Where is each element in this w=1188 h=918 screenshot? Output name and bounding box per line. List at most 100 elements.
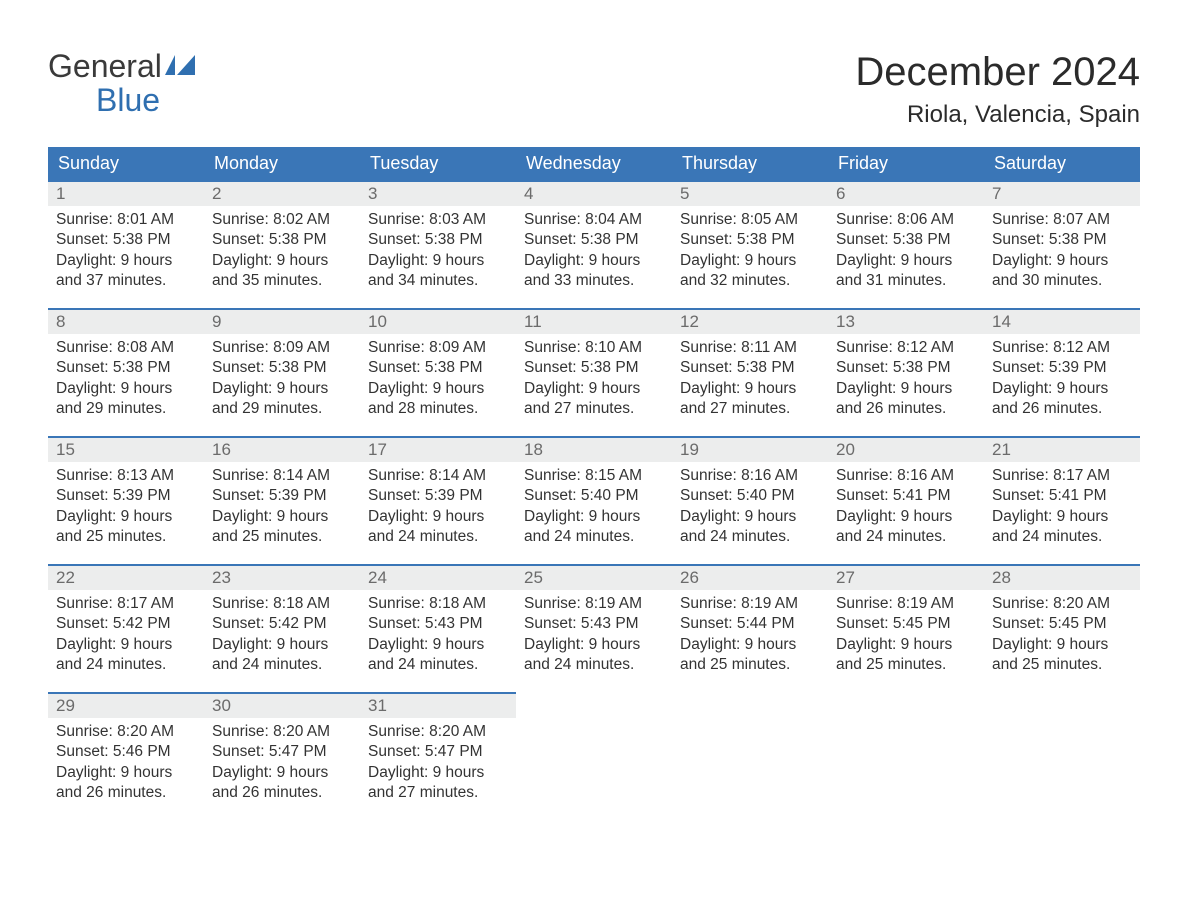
- sunset-line: Sunset: 5:44 PM: [680, 614, 820, 634]
- sunrise-line: Sunrise: 8:03 AM: [368, 210, 508, 230]
- sunset-line: Sunset: 5:38 PM: [56, 358, 196, 378]
- day-body: Sunrise: 8:10 AMSunset: 5:38 PMDaylight:…: [516, 334, 672, 426]
- day-body: Sunrise: 8:12 AMSunset: 5:39 PMDaylight:…: [984, 334, 1140, 426]
- sunset-line: Sunset: 5:38 PM: [212, 358, 352, 378]
- daylight-line-1: Daylight: 9 hours: [368, 251, 508, 271]
- daylight-line-2: and 24 minutes.: [368, 655, 508, 675]
- day-number: 24: [360, 566, 516, 590]
- sunrise-line: Sunrise: 8:09 AM: [212, 338, 352, 358]
- sunrise-line: Sunrise: 8:14 AM: [368, 466, 508, 486]
- day-body: Sunrise: 8:20 AMSunset: 5:47 PMDaylight:…: [360, 718, 516, 810]
- daylight-line-2: and 33 minutes.: [524, 271, 664, 291]
- daylight-line-2: and 24 minutes.: [368, 527, 508, 547]
- daylight-line-2: and 25 minutes.: [212, 527, 352, 547]
- day-number: 27: [828, 566, 984, 590]
- daylight-line-1: Daylight: 9 hours: [56, 763, 196, 783]
- sunset-line: Sunset: 5:38 PM: [680, 230, 820, 250]
- daylight-line-2: and 24 minutes.: [836, 527, 976, 547]
- day-number: 31: [360, 694, 516, 718]
- location: Riola, Valencia, Spain: [855, 101, 1140, 129]
- day-cell: 26Sunrise: 8:19 AMSunset: 5:44 PMDayligh…: [672, 565, 828, 693]
- sunrise-line: Sunrise: 8:18 AM: [368, 594, 508, 614]
- sunrise-line: Sunrise: 8:15 AM: [524, 466, 664, 486]
- sunset-line: Sunset: 5:38 PM: [56, 230, 196, 250]
- sunrise-line: Sunrise: 8:06 AM: [836, 210, 976, 230]
- weekday-header: Sunday: [48, 147, 204, 181]
- daylight-line-2: and 35 minutes.: [212, 271, 352, 291]
- day-body: Sunrise: 8:14 AMSunset: 5:39 PMDaylight:…: [360, 462, 516, 554]
- day-cell: 29 Sunrise: 8:20 AMSunset: 5:46 PMDayligh…: [48, 693, 204, 821]
- daylight-line-2: and 26 minutes.: [56, 783, 196, 803]
- day-number: 6: [828, 182, 984, 206]
- sunset-line: Sunset: 5:38 PM: [368, 230, 508, 250]
- sunrise-line: Sunrise: 8:07 AM: [992, 210, 1132, 230]
- day-body: Sunrise: 8:19 AMSunset: 5:44 PMDaylight:…: [672, 590, 828, 682]
- sunset-line: Sunset: 5:43 PM: [524, 614, 664, 634]
- week-row: 1Sunrise: 8:01 AMSunset: 5:38 PMDaylight…: [48, 181, 1140, 309]
- day-cell: 2Sunrise: 8:02 AMSunset: 5:38 PMDaylight…: [204, 181, 360, 309]
- sunset-line: Sunset: 5:38 PM: [680, 358, 820, 378]
- day-number: 20: [828, 438, 984, 462]
- daylight-line-1: Daylight: 9 hours: [992, 507, 1132, 527]
- day-body: Sunrise: 8:09 AMSunset: 5:38 PMDaylight:…: [204, 334, 360, 426]
- sunset-line: Sunset: 5:39 PM: [56, 486, 196, 506]
- sunset-line: Sunset: 5:39 PM: [368, 486, 508, 506]
- day-body: Sunrise: 8:01 AMSunset: 5:38 PMDaylight:…: [48, 206, 204, 298]
- daylight-line-1: Daylight: 9 hours: [56, 379, 196, 399]
- day-cell: 7Sunrise: 8:07 AMSunset: 5:38 PMDaylight…: [984, 181, 1140, 309]
- sunset-line: Sunset: 5:41 PM: [836, 486, 976, 506]
- sunset-line: Sunset: 5:47 PM: [212, 742, 352, 762]
- day-cell: 13Sunrise: 8:12 AMSunset: 5:38 PMDayligh…: [828, 309, 984, 437]
- day-number: 29: [48, 694, 204, 718]
- daylight-line-1: Daylight: 9 hours: [680, 635, 820, 655]
- daylight-line-1: Daylight: 9 hours: [992, 379, 1132, 399]
- daylight-line-1: Daylight: 9 hours: [992, 251, 1132, 271]
- sunset-line: Sunset: 5:45 PM: [836, 614, 976, 634]
- sunrise-line: Sunrise: 8:20 AM: [368, 722, 508, 742]
- sunset-line: Sunset: 5:38 PM: [836, 358, 976, 378]
- day-cell: 25Sunrise: 8:19 AMSunset: 5:43 PMDayligh…: [516, 565, 672, 693]
- day-body: Sunrise: 8:03 AMSunset: 5:38 PMDaylight:…: [360, 206, 516, 298]
- day-body: Sunrise: 8:17 AMSunset: 5:42 PMDaylight:…: [48, 590, 204, 682]
- day-number: 28: [984, 566, 1140, 590]
- sunset-line: Sunset: 5:38 PM: [212, 230, 352, 250]
- logo: General Blue: [48, 50, 195, 117]
- day-cell: 1Sunrise: 8:01 AMSunset: 5:38 PMDaylight…: [48, 181, 204, 309]
- sunset-line: Sunset: 5:46 PM: [56, 742, 196, 762]
- flag-icon: [165, 48, 195, 82]
- sunset-line: Sunset: 5:47 PM: [368, 742, 508, 762]
- day-body: Sunrise: 8:12 AMSunset: 5:38 PMDaylight:…: [828, 334, 984, 426]
- sunset-line: Sunset: 5:38 PM: [524, 358, 664, 378]
- sunrise-line: Sunrise: 8:20 AM: [56, 722, 196, 742]
- sunset-line: Sunset: 5:40 PM: [524, 486, 664, 506]
- day-cell: 22Sunrise: 8:17 AMSunset: 5:42 PMDayligh…: [48, 565, 204, 693]
- daylight-line-2: and 28 minutes.: [368, 399, 508, 419]
- sunset-line: Sunset: 5:42 PM: [212, 614, 352, 634]
- sunset-line: Sunset: 5:38 PM: [368, 358, 508, 378]
- daylight-line-2: and 24 minutes.: [524, 527, 664, 547]
- daylight-line-1: Daylight: 9 hours: [992, 635, 1132, 655]
- sunrise-line: Sunrise: 8:13 AM: [56, 466, 196, 486]
- day-cell: 9Sunrise: 8:09 AMSunset: 5:38 PMDaylight…: [204, 309, 360, 437]
- day-body: Sunrise: 8:18 AMSunset: 5:43 PMDaylight:…: [360, 590, 516, 682]
- calendar-table: Sunday Monday Tuesday Wednesday Thursday…: [48, 147, 1140, 821]
- sunrise-line: Sunrise: 8:11 AM: [680, 338, 820, 358]
- day-cell: 5Sunrise: 8:05 AMSunset: 5:38 PMDaylight…: [672, 181, 828, 309]
- day-body: Sunrise: 8:20 AMSunset: 5:45 PMDaylight:…: [984, 590, 1140, 682]
- day-number: 12: [672, 310, 828, 334]
- daylight-line-2: and 27 minutes.: [680, 399, 820, 419]
- sunrise-line: Sunrise: 8:02 AM: [212, 210, 352, 230]
- daylight-line-2: and 25 minutes.: [836, 655, 976, 675]
- daylight-line-2: and 26 minutes.: [836, 399, 976, 419]
- sunrise-line: Sunrise: 8:19 AM: [836, 594, 976, 614]
- week-row: 8Sunrise: 8:08 AMSunset: 5:38 PMDaylight…: [48, 309, 1140, 437]
- sunset-line: Sunset: 5:38 PM: [524, 230, 664, 250]
- sunrise-line: Sunrise: 8:04 AM: [524, 210, 664, 230]
- day-number: 21: [984, 438, 1140, 462]
- day-cell: 14Sunrise: 8:12 AMSunset: 5:39 PMDayligh…: [984, 309, 1140, 437]
- daylight-line-1: Daylight: 9 hours: [212, 507, 352, 527]
- weekday-header: Friday: [828, 147, 984, 181]
- sunset-line: Sunset: 5:45 PM: [992, 614, 1132, 634]
- day-body: Sunrise: 8:05 AMSunset: 5:38 PMDaylight:…: [672, 206, 828, 298]
- sunset-line: Sunset: 5:39 PM: [212, 486, 352, 506]
